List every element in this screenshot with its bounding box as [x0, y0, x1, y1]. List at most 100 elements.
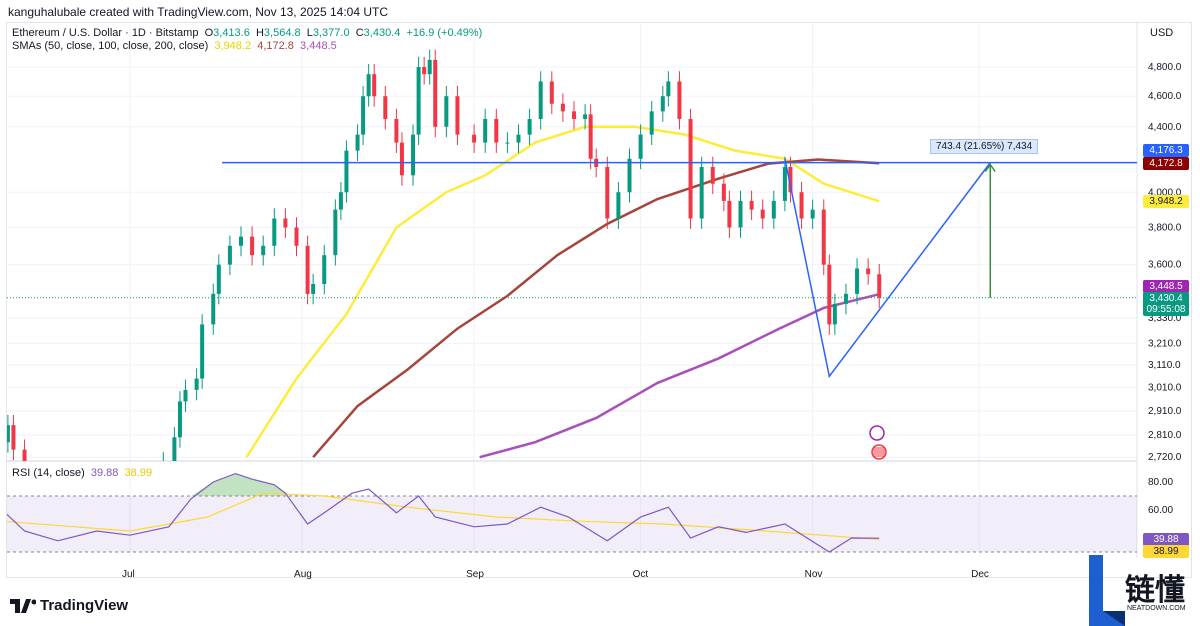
candle	[727, 200, 732, 228]
candle	[322, 255, 327, 284]
candle	[494, 119, 499, 143]
candle	[782, 166, 787, 201]
rsi-tag: 39.88	[1143, 533, 1189, 546]
tradingview-icon	[10, 598, 36, 613]
rsi-line	[7, 472, 880, 553]
sma-label[interactable]: SMAs (50, close, 100, close, 200, close)	[12, 40, 209, 52]
high-value: 3,564.8	[263, 27, 301, 39]
candle	[472, 134, 477, 143]
rsi-ma-tag: 38.99	[1143, 545, 1189, 558]
candle	[688, 119, 693, 219]
candle	[677, 81, 682, 120]
chart-frame	[6, 22, 1192, 578]
candle	[333, 209, 338, 256]
candle	[821, 209, 826, 265]
candle	[227, 245, 232, 265]
candle	[383, 96, 388, 120]
candle	[183, 389, 188, 402]
candle	[877, 274, 882, 298]
sma100-value: 4,172.8	[257, 40, 294, 52]
bar-countdown: 09:55:08	[1146, 304, 1186, 315]
y-tick-label: 2,810.0	[1148, 430, 1182, 441]
sma200-value: 3,448.5	[300, 40, 337, 52]
rsi-legend: RSI (14, close) 39.88 38.99	[12, 467, 153, 479]
currency-label[interactable]: USD	[1150, 27, 1174, 39]
rsi-band	[7, 496, 1137, 552]
low-value: 3,377.0	[312, 27, 350, 39]
measure-label[interactable]: 743.4 (21.65%) 7,434	[930, 139, 1039, 154]
candle	[538, 81, 543, 120]
candle	[294, 227, 299, 246]
candle	[366, 74, 371, 97]
candle	[572, 111, 576, 120]
event-icon	[869, 425, 885, 441]
candle	[549, 81, 554, 104]
candle	[194, 378, 199, 390]
sma200-price-tag: 3,448.5	[1143, 280, 1189, 293]
x-tick-label: Dec	[971, 569, 989, 580]
candle	[788, 166, 793, 193]
candle	[455, 96, 460, 135]
y-tick-label: 3,330.0	[1148, 313, 1182, 324]
brand-name: 链懂	[1125, 574, 1185, 607]
candle	[427, 59, 432, 75]
candle	[7, 425, 10, 443]
candle	[516, 134, 521, 143]
candle	[239, 236, 243, 246]
candle	[627, 158, 632, 193]
sma50-value: 3,948.2	[214, 40, 252, 52]
candle	[799, 192, 804, 219]
candle	[660, 96, 665, 112]
candle	[749, 200, 754, 210]
open-value: 3,413.6	[213, 27, 250, 39]
candle	[866, 268, 871, 275]
x-tick-label: Jul	[122, 569, 135, 580]
candle	[832, 303, 837, 325]
change-value: +16.9 (+0.49%)	[406, 27, 483, 39]
candle	[338, 192, 343, 210]
y-tick-label: 3,800.0	[1148, 222, 1182, 233]
v-pattern-line	[784, 158, 991, 379]
y-tick-label: 4,000.0	[1148, 187, 1182, 198]
x-tick-label: Aug	[294, 569, 312, 580]
neatdown-logo-icon	[1089, 555, 1125, 626]
candle	[344, 150, 349, 193]
symbol-name[interactable]: Ethereum / U.S. Dollar · 1D · Bitstamp	[12, 27, 199, 39]
candle	[399, 142, 404, 176]
brand-url: NEATDOWN.COM	[1127, 605, 1186, 612]
candle	[394, 119, 399, 143]
candle	[666, 81, 671, 97]
candle	[355, 134, 360, 151]
candle	[827, 264, 832, 325]
y-tick-label: 3,210.0	[1148, 338, 1182, 349]
x-tick-label: Oct	[633, 569, 649, 580]
candle	[216, 264, 221, 294]
sma50-price-tag: 3,948.2	[1143, 195, 1189, 208]
candle	[583, 114, 588, 120]
last-price-tag: 3,430.4 09:55:08	[1143, 292, 1189, 316]
candle	[810, 209, 815, 219]
candle	[11, 425, 16, 450]
candle	[638, 134, 643, 159]
y-tick-label: 3,010.0	[1148, 383, 1182, 394]
rsi-tick-label: 60.00	[1148, 505, 1173, 516]
y-tick-label: 2,910.0	[1148, 406, 1182, 417]
x-tick-label: Sep	[466, 569, 484, 580]
tradingview-logo[interactable]: TradingView	[10, 597, 128, 614]
chart-credit: kanguhalubale created with TradingView.c…	[8, 5, 389, 19]
candle	[372, 74, 377, 97]
y-tick-label: 3,110.0	[1148, 360, 1181, 371]
candle	[843, 293, 848, 304]
rsi-overbought-fill	[191, 473, 286, 496]
candle	[527, 119, 532, 135]
sma50-line	[245, 125, 880, 458]
y-tick-label: 3,600.0	[1148, 260, 1182, 271]
arrow-head-icon	[984, 163, 996, 173]
candle	[588, 114, 593, 159]
y-tick-label: 4,400.0	[1148, 122, 1182, 133]
candle	[361, 96, 366, 135]
candle	[22, 449, 27, 461]
close-value: 3,430.4	[363, 27, 401, 39]
line-price-tag: 4,176.3	[1143, 144, 1189, 157]
